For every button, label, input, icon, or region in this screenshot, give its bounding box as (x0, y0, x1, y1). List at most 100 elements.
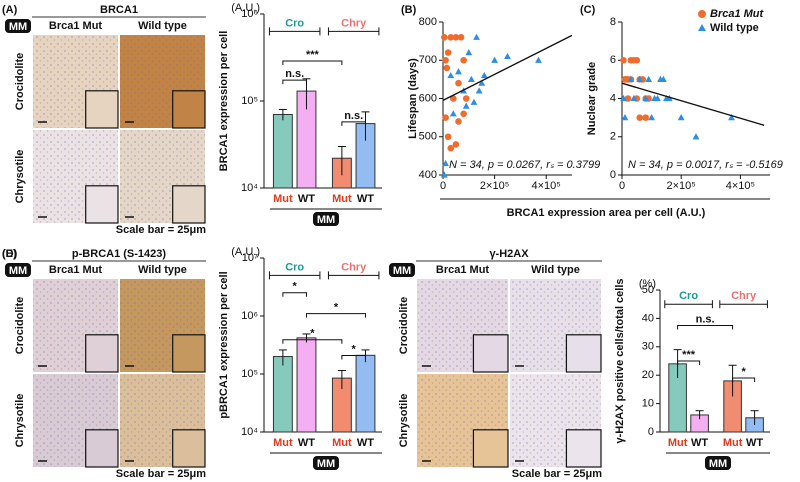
y-tick-label: 4 (610, 92, 616, 104)
point (462, 95, 470, 102)
category-label: Mut (273, 193, 293, 205)
point (480, 71, 488, 79)
inset (172, 429, 206, 468)
point (620, 94, 627, 102)
point (535, 56, 542, 63)
badge-bg (5, 19, 31, 33)
panel-label: (B) (401, 4, 417, 16)
group-label: Cro (285, 261, 304, 273)
y-tick-label: 800 (419, 16, 437, 28)
significance-bracket (282, 292, 307, 297)
significance-bracket (677, 325, 734, 330)
category-label: WT (357, 437, 374, 449)
panel-title: BRCA1 (100, 4, 138, 16)
significance-bracket (677, 360, 701, 365)
point (460, 56, 467, 64)
category-label: Mut (723, 437, 743, 449)
significance-label: n.s. (285, 68, 304, 80)
panel-label: (C) (580, 4, 596, 16)
y-tick-label: 10⁴ (241, 182, 258, 194)
y-axis-label: Nuclear grade (586, 62, 598, 135)
column-header: Brca1 Mut (49, 264, 103, 276)
shared-x-label: BRCA1 expression area per cell (A.U.) (507, 207, 706, 219)
fit-line (442, 34, 573, 102)
category-label: WT (691, 437, 708, 449)
point (467, 75, 475, 82)
y-tick-label: 0 (610, 169, 616, 181)
y-axis-label: γ-H2AX positive cells/total cells (614, 278, 626, 443)
point (692, 133, 700, 140)
annotation: N = 34, p = 0.0267, rₛ = 0.3799 (449, 159, 600, 171)
badge: MM (9, 265, 27, 277)
significance-label: n.s. (344, 110, 363, 122)
y-tick-label: 10⁵ (241, 368, 258, 380)
unit-label: (A.U.) (231, 2, 260, 14)
y-tick-label: 6 (610, 54, 616, 66)
row-header: Crocidolite (14, 53, 26, 110)
point (677, 114, 685, 121)
bar (296, 337, 317, 433)
inset (565, 429, 602, 468)
significance-bracket (732, 377, 756, 383)
point (642, 114, 649, 121)
panel-label: (D) (2, 248, 18, 260)
category-label: WT (298, 437, 315, 449)
row-header: Crocidolite (398, 297, 410, 354)
badge: MM (709, 458, 727, 470)
category-label: Mut (332, 193, 352, 205)
y-tick-label: 700 (419, 54, 437, 66)
y-tick-label: 10 (642, 398, 654, 410)
y-tick-label: 50 (642, 284, 654, 296)
point (728, 114, 735, 121)
point (455, 68, 462, 75)
point (648, 114, 655, 121)
category-label: WT (746, 437, 763, 449)
inset (472, 334, 509, 373)
y-axis-label: Lifespan (days) (407, 58, 419, 139)
point (452, 141, 460, 148)
inset (172, 334, 206, 373)
significance-bracket (282, 79, 307, 85)
point (645, 75, 653, 82)
point (444, 133, 452, 141)
y-tick-label: 0 (648, 426, 654, 438)
y-tick-label: 400 (419, 169, 437, 181)
point (457, 34, 465, 41)
badge-bg (5, 263, 31, 277)
x-tick-label: 2×10⁵ (480, 180, 509, 192)
point (442, 114, 449, 121)
category-label: WT (357, 193, 374, 205)
inset (472, 429, 509, 468)
point (504, 52, 511, 60)
inset (85, 334, 119, 373)
panel-label: (E) (2, 248, 17, 260)
y-tick-label: 20 (642, 369, 654, 381)
unit-label: (A.U.) (231, 246, 260, 258)
bar (355, 354, 376, 433)
group-label: Cro (679, 290, 698, 302)
significance-bracket (282, 339, 343, 344)
point (447, 71, 455, 79)
point (440, 34, 448, 41)
significance-label: * (334, 302, 339, 314)
point (442, 159, 449, 167)
column-header: Brca1 Mut (436, 264, 490, 276)
point (636, 114, 644, 121)
unit-label: (%) (639, 278, 656, 290)
x-tick-label: 2×10⁵ (667, 180, 696, 192)
inset (85, 429, 119, 468)
point (460, 110, 467, 118)
point (660, 75, 667, 82)
significance-label: * (293, 281, 298, 293)
significance-bracket (341, 354, 366, 360)
y-tick-label: 2 (610, 131, 616, 143)
inset (565, 334, 602, 373)
badge: MM (393, 265, 411, 277)
y-tick-label: 10⁷ (242, 252, 258, 264)
badge: MM (317, 214, 335, 226)
legend-marker (698, 24, 706, 31)
badge: MM (9, 21, 27, 33)
point (642, 94, 650, 102)
significance-label: * (352, 343, 357, 355)
